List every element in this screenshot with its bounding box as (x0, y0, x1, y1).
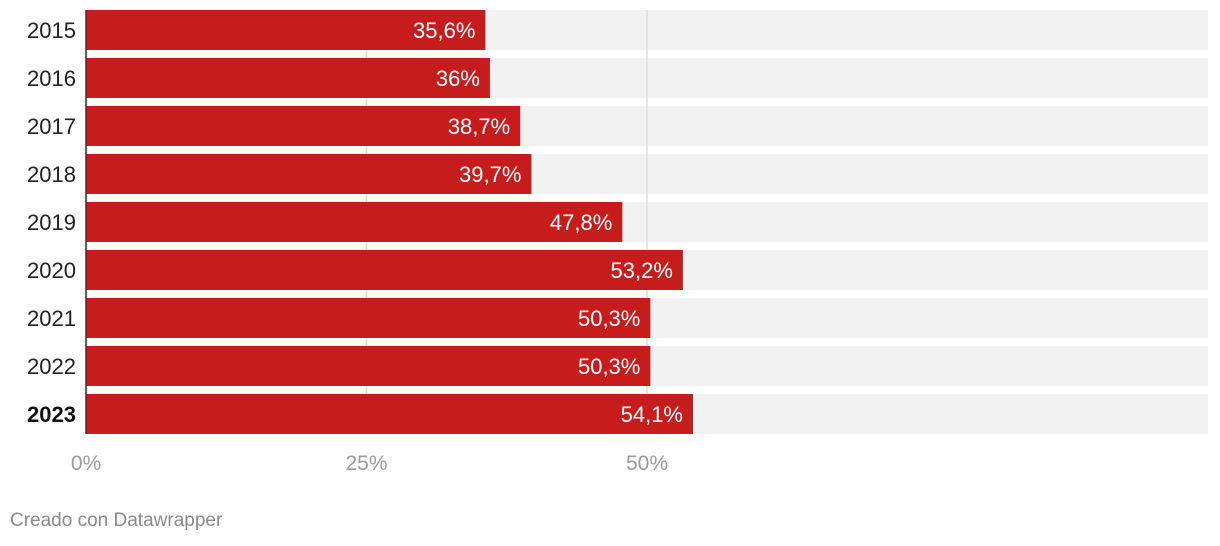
value-label-2017: 38,7% (448, 114, 510, 139)
bar-2022 (86, 346, 651, 386)
value-label-2021: 50,3% (578, 306, 640, 331)
category-label-2017: 2017 (27, 114, 76, 139)
value-label-2022: 50,3% (578, 354, 640, 379)
bar-2016 (86, 58, 490, 98)
x-tick-label-0%: 0% (71, 452, 101, 475)
bar-2018 (86, 154, 532, 194)
x-tick-label-50%: 50% (626, 452, 668, 475)
category-label-2016: 2016 (27, 66, 76, 91)
category-label-2021: 2021 (27, 306, 76, 331)
value-label-2016: 36% (436, 66, 480, 91)
value-label-2020: 53,2% (611, 258, 673, 283)
bar-2017 (86, 106, 521, 146)
value-label-2023: 54,1% (621, 402, 683, 427)
category-label-2019: 2019 (27, 210, 76, 235)
bar-2023 (86, 394, 694, 434)
category-label-2022: 2022 (27, 354, 76, 379)
credit-text: Creado con Datawrapper (10, 510, 223, 531)
category-label-2023: 2023 (27, 402, 76, 427)
value-label-2019: 47,8% (550, 210, 612, 235)
category-label-2020: 2020 (27, 258, 76, 283)
bar-2015 (86, 10, 486, 50)
bar-2019 (86, 202, 623, 242)
bar-chart: 35,6% 2015 36% 2016 38,7% 2017 39,7% 2018 47,8% 2… (27, 10, 1208, 475)
value-label-2018: 39,7% (459, 162, 521, 187)
x-tick-label-25%: 25% (345, 452, 387, 475)
value-label-2015: 35,6% (413, 18, 475, 43)
category-label-2015: 2015 (27, 18, 76, 43)
category-label-2018: 2018 (27, 162, 76, 187)
bar-2021 (86, 298, 651, 338)
bar-2020 (86, 250, 683, 290)
